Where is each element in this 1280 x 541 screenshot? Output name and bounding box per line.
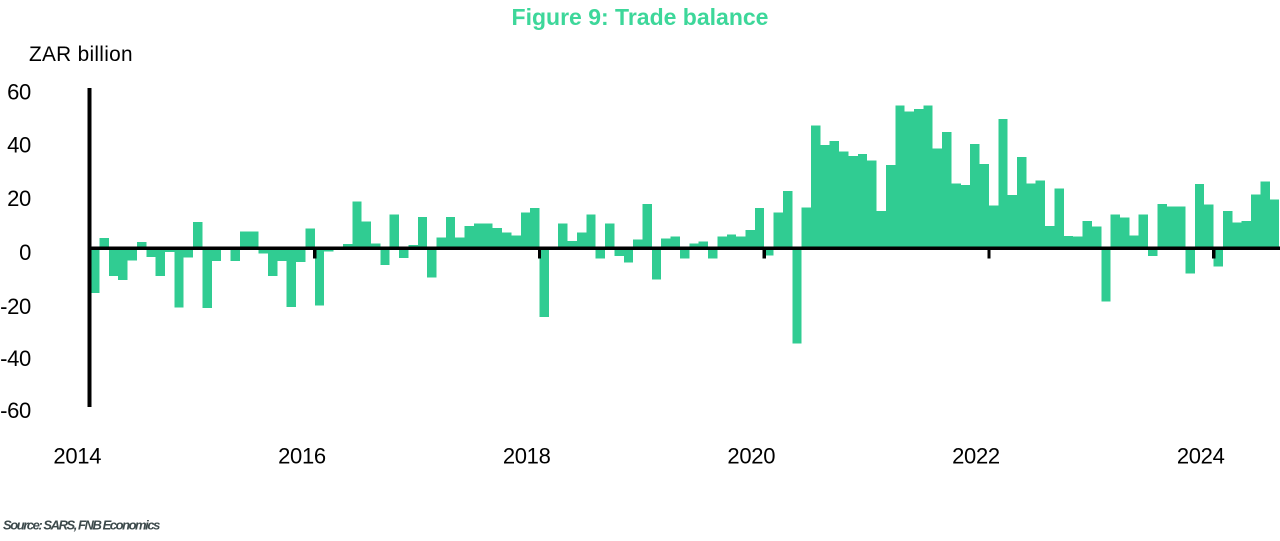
svg-text:2024: 2024 [1177, 443, 1225, 468]
svg-text:60: 60 [7, 80, 31, 105]
svg-text:-20: -20 [0, 294, 31, 319]
svg-text:2014: 2014 [53, 443, 101, 468]
svg-text:2022: 2022 [952, 443, 1000, 468]
svg-text:2020: 2020 [727, 443, 775, 468]
svg-text:20: 20 [7, 186, 31, 211]
svg-text:-40: -40 [0, 346, 31, 371]
svg-text:40: 40 [7, 132, 31, 157]
svg-text:ZAR billion: ZAR billion [29, 43, 133, 66]
svg-text:0: 0 [19, 240, 31, 265]
svg-text:2016: 2016 [278, 443, 326, 468]
svg-text:Figure 9: Trade balance: Figure 9: Trade balance [512, 4, 769, 30]
svg-text:2018: 2018 [503, 443, 551, 468]
svg-text:Source: SARS, FNB Economics: Source: SARS, FNB Economics [3, 518, 160, 533]
svg-text:-60: -60 [0, 398, 31, 423]
